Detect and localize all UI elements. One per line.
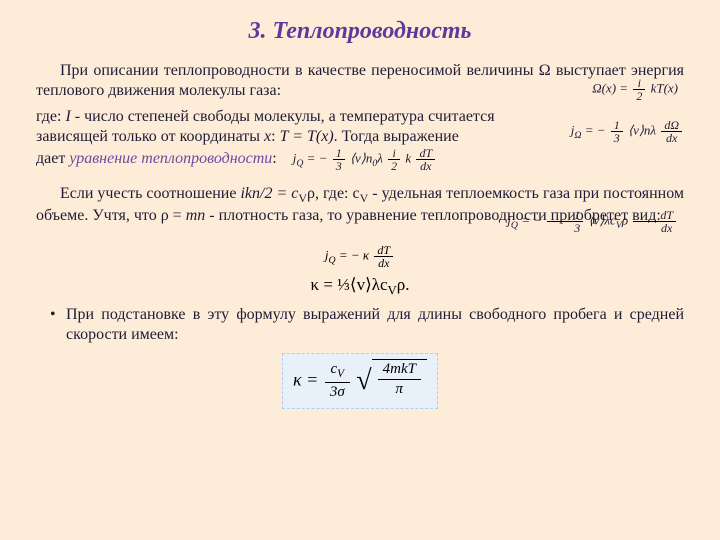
final-formula-box: κ = cV 3σ √ 4mkTπ (36, 353, 684, 409)
eq-omega-frac: i2 (633, 77, 645, 102)
d: dx (374, 257, 393, 269)
bullet-item-1: При подстановке в эту формулу выражений … (54, 305, 684, 345)
final-sqrt: √ 4mkTπ (356, 361, 427, 401)
eq-omega: Ω(x) = i2 kT(x) (592, 77, 678, 102)
s: Q (329, 255, 336, 266)
f1: 13 (333, 147, 345, 172)
kp: κ = ⅓⟨v⟩λc (311, 275, 388, 294)
eq-j-frac1: 13 (611, 119, 623, 144)
slide: 3. Теплопроводность При описании теплопр… (0, 0, 720, 427)
sqrt-body: 4mkTπ (372, 359, 427, 399)
p2-d: : (271, 128, 279, 145)
n: 4mkT (378, 360, 421, 380)
eq-kappa: jQ = − κ dTdx (325, 244, 395, 269)
p1-text: При описании теплопроводности в качестве… (36, 61, 684, 101)
eq-omega-rhs: kT(x) (651, 80, 678, 95)
e: = − (521, 213, 545, 228)
eq-j-mid: ⟨v⟩nλ (628, 122, 656, 137)
eq-omega-lhs: Ω(x) = (592, 80, 628, 95)
d: 2 (388, 160, 400, 172)
bullet-list: При подстановке в эту формулу выражений … (36, 305, 684, 345)
kr: ρ. (397, 275, 410, 294)
d: dx (633, 222, 676, 234)
paragraph-2: где: I - число степеней свободы молекулы… (36, 107, 684, 172)
p4-mid: , где: с (315, 185, 360, 202)
f3: dTdx (416, 147, 435, 172)
fl: κ = (293, 369, 318, 389)
e: = − (307, 150, 331, 165)
fd: 3σ (325, 383, 350, 402)
r: ρ (622, 213, 628, 228)
eq-j-omega: jΩ = − 13 ⟨v⟩nλ dΩdx (571, 119, 684, 144)
d: dx (661, 132, 682, 144)
f2: i2 (388, 147, 400, 172)
frac-den: 2 (633, 90, 645, 102)
d: 3 (333, 160, 345, 172)
kappa-definition: κ = ⅓⟨v⟩λcVρ. (36, 275, 684, 298)
slide-title: 3. Теплопроводность (36, 18, 684, 45)
p2-c: зависящей только от координаты (36, 128, 264, 145)
s: Q (296, 158, 303, 169)
d: 3 (611, 132, 623, 144)
f1: 13 (547, 209, 583, 234)
eq-j-sub: Ω (574, 130, 581, 141)
p4-mn: mn (186, 207, 206, 224)
eq-kappa-jQ: jQ = − κ dTdx (36, 244, 684, 269)
m1: ⟨v⟩n (350, 150, 372, 165)
eq-j-eq: = − (585, 122, 609, 137)
p3-b: : (272, 150, 276, 167)
sqrt-icon: √ (356, 365, 371, 396)
m2: λ (377, 150, 383, 165)
d: π (378, 380, 421, 399)
d: 3 (547, 222, 583, 234)
p2-a: где: (36, 108, 65, 125)
p2-b: - число степеней свободы молекулы, а тем… (71, 108, 495, 125)
p4-rel: ikn/2 = c (240, 185, 298, 202)
v: V (337, 368, 344, 380)
eq-jQ: jQ = − 13 ⟨v⟩n0λ i2 k dTdx (293, 147, 437, 172)
kv: V (388, 284, 397, 298)
p3-a: дает (36, 150, 69, 167)
eq-jQ2: jQ = − 13 ⟨v⟩λcVρ dTdx (483, 209, 678, 234)
s: Q (511, 220, 518, 231)
fn: cV (325, 360, 350, 383)
p4-rel-b: ρ (307, 185, 315, 202)
p4-mid-v: V (360, 191, 369, 205)
eq-j-frac2: dΩdx (661, 119, 682, 144)
m: ⟨v⟩λc (589, 213, 616, 228)
m3: k (405, 150, 411, 165)
sqrt-frac: 4mkTπ (378, 360, 421, 399)
e: = − κ (339, 248, 369, 263)
p4-rel-v: V (298, 191, 307, 205)
f2: dTdx (633, 209, 676, 234)
p2-Teq: T = T(x) (280, 128, 334, 145)
p2-e: . Тогда выражение (334, 128, 459, 145)
final-formula: κ = cV 3σ √ 4mkTπ (282, 353, 438, 409)
final-frac: cV 3σ (325, 360, 350, 402)
d: dx (416, 160, 435, 172)
p3-hl: уравнение теплопроводности (69, 150, 272, 167)
paragraph-1: При описании теплопроводности в качестве… (36, 61, 684, 101)
paragraph-4: Если учесть соотношение ikn/2 = cVρ, где… (36, 184, 684, 226)
p4-pre: Если учесть соотношение (60, 185, 240, 202)
f: dTdx (374, 244, 393, 269)
